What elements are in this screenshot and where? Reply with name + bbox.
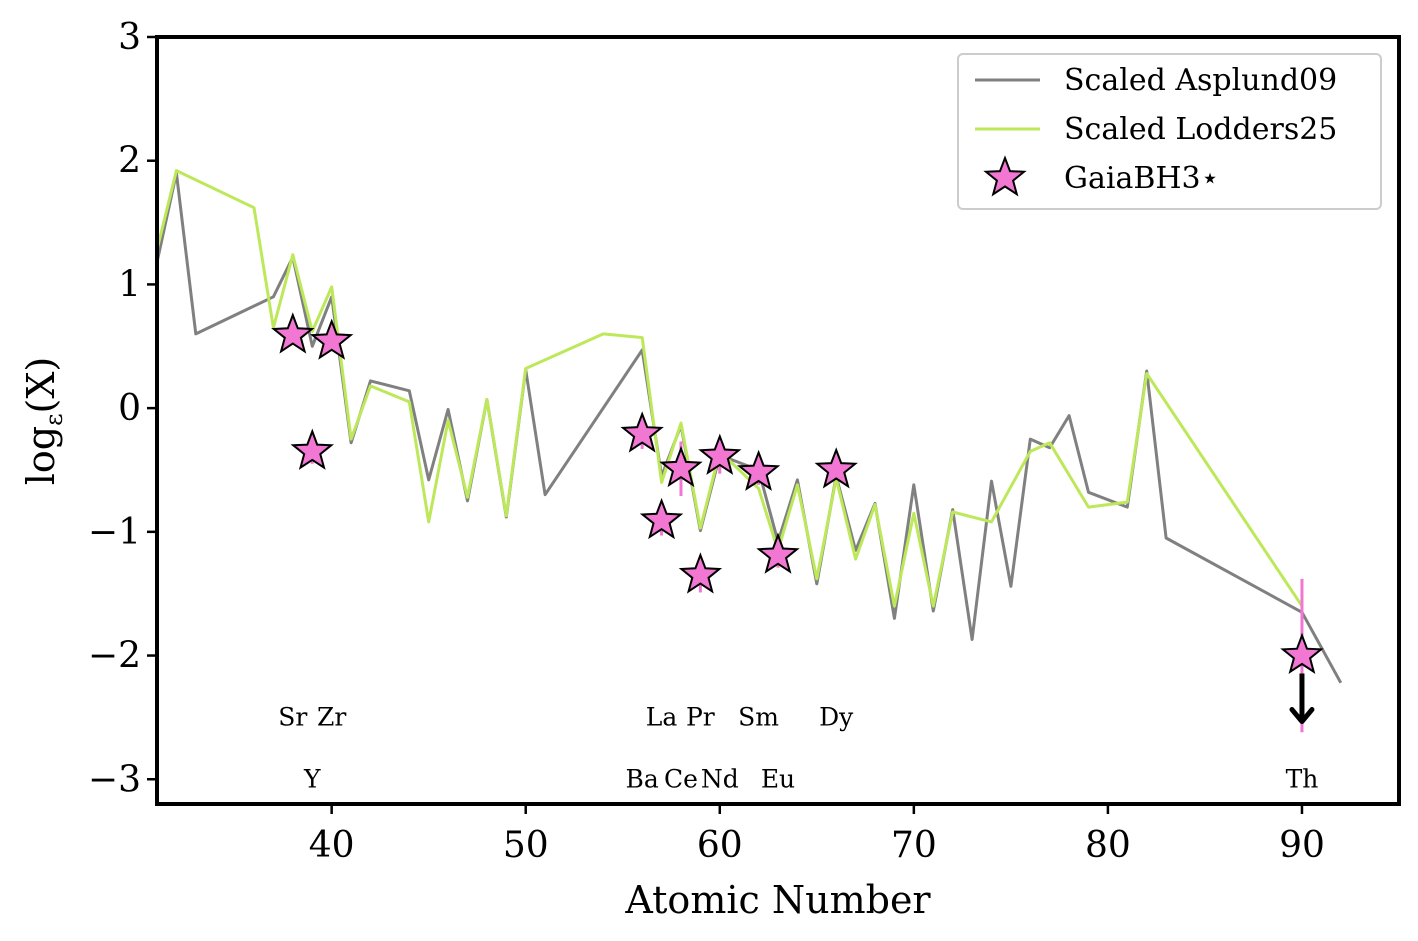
y-tick-label: 0 — [118, 388, 141, 429]
y-tick-label: 2 — [118, 141, 141, 182]
element-label-nd: Nd — [701, 764, 739, 793]
legend-label-asplund: Scaled Asplund09 — [1064, 63, 1337, 98]
y-tick-label: −3 — [88, 759, 141, 800]
element-label-dy: Dy — [819, 702, 854, 731]
star-marker-ce — [659, 445, 703, 488]
star-marker-pr — [678, 552, 723, 594]
star-marker-eu — [756, 532, 800, 574]
legend-box — [957, 53, 1382, 210]
star-marker-nd — [698, 433, 742, 475]
legend-star-shape — [983, 155, 1027, 197]
element-label-layer: Sr Y Zr Ba La Ce Pr Nd Sm Eu Dy Th — [278, 702, 1318, 793]
legend: Scaled Asplund09 Scaled Lodders25 GaiaBH… — [957, 53, 1382, 210]
element-label-eu: Eu — [761, 764, 795, 793]
star-layer — [271, 312, 1324, 674]
x-axis-title: Atomic Number — [624, 878, 931, 922]
star-marker-zr — [309, 318, 354, 360]
x-tick-label: 80 — [1085, 825, 1131, 866]
x-tick-label: 90 — [1279, 825, 1325, 866]
y-axis: 3 2 1 0 −1 −2 −3 — [88, 17, 157, 800]
y-tick-label: 1 — [118, 264, 141, 305]
x-tick-label: 60 — [697, 825, 743, 866]
y-tick-label: −2 — [88, 636, 141, 677]
star-marker-dy — [814, 447, 858, 489]
element-label-la: La — [646, 702, 678, 731]
element-label-sr: Sr — [278, 702, 307, 731]
upper-limit-arrow-head — [1289, 707, 1315, 725]
element-label-ce: Ce — [664, 764, 698, 793]
element-label-th: Th — [1286, 764, 1319, 793]
x-axis: 40 50 60 70 80 90 — [309, 804, 1325, 866]
legend-label-gaiabh3: GaiaBH3⋆ — [1064, 161, 1219, 196]
x-tick-label: 70 — [891, 825, 937, 866]
element-label-y: Y — [303, 764, 321, 793]
star-marker-y — [290, 428, 334, 470]
y-tick-label: 3 — [118, 17, 141, 58]
element-label-pr: Pr — [686, 702, 715, 731]
plot-frame — [155, 35, 1401, 806]
x-tick-label: 50 — [503, 825, 549, 866]
x-tick-label: 40 — [309, 825, 355, 866]
star-marker-ba — [620, 411, 664, 453]
element-label-sm: Sm — [738, 702, 779, 731]
y-axis-title: logε(X) — [19, 357, 68, 486]
star-marker-sr — [271, 312, 315, 354]
element-label-ba: Ba — [626, 764, 659, 793]
star-marker-la — [639, 497, 684, 540]
y-tick-label: −1 — [88, 512, 141, 553]
star-marker-th — [1280, 632, 1324, 674]
star-marker-sm — [736, 449, 781, 491]
legend-label-lodders: Scaled Lodders25 — [1064, 112, 1337, 147]
legend-star-marker — [983, 155, 1027, 197]
element-label-zr: Zr — [317, 702, 346, 731]
